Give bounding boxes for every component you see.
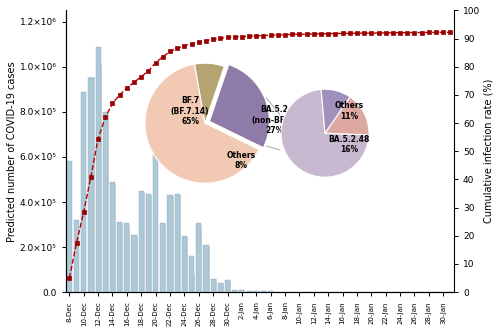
Bar [102, 114, 108, 292]
Bar [174, 195, 180, 292]
Bar [218, 283, 223, 292]
Wedge shape [321, 89, 350, 133]
Bar [182, 237, 187, 292]
Y-axis label: Predicted number of COVID-19 cases: Predicted number of COVID-19 cases [7, 61, 17, 242]
Bar [88, 78, 94, 292]
Text: BF.7
(BF.7.14)
65%: BF.7 (BF.7.14) 65% [171, 96, 209, 126]
Bar [132, 236, 136, 292]
Bar [240, 290, 244, 292]
Bar [232, 290, 237, 292]
Bar [196, 224, 202, 292]
Bar [261, 291, 266, 292]
Bar [225, 281, 230, 292]
Bar [81, 92, 86, 292]
Bar [225, 280, 230, 292]
Bar [204, 246, 208, 292]
Bar [102, 112, 108, 292]
Bar [261, 291, 266, 292]
Bar [210, 279, 216, 292]
Bar [182, 236, 187, 292]
Bar [117, 222, 122, 292]
Bar [204, 245, 208, 292]
Bar [138, 192, 144, 292]
Bar [232, 290, 237, 292]
Bar [268, 291, 273, 292]
Bar [67, 162, 72, 292]
Bar [124, 224, 130, 292]
Bar [88, 77, 94, 292]
Bar [96, 47, 100, 292]
Bar [246, 291, 252, 292]
Text: BA.5.2.48
16%: BA.5.2.48 16% [328, 135, 370, 154]
Bar [96, 65, 100, 292]
Bar [110, 185, 115, 292]
Bar [254, 291, 259, 292]
Bar [254, 291, 259, 292]
Bar [110, 182, 115, 292]
Bar [160, 224, 166, 292]
Bar [210, 279, 216, 292]
Bar [218, 283, 223, 292]
Bar [174, 194, 180, 292]
Wedge shape [210, 65, 270, 148]
Text: Others
8%: Others 8% [226, 151, 256, 170]
Bar [168, 195, 172, 292]
Bar [153, 155, 158, 292]
Bar [189, 256, 194, 292]
Bar [124, 223, 130, 292]
Y-axis label: Cumulative infection rate (%): Cumulative infection rate (%) [483, 79, 493, 223]
Wedge shape [325, 97, 369, 135]
Bar [160, 223, 166, 292]
Bar [146, 195, 151, 292]
Bar [240, 290, 244, 292]
Wedge shape [194, 63, 224, 123]
Wedge shape [281, 89, 369, 177]
Bar [196, 223, 202, 292]
Bar [74, 220, 79, 292]
Bar [117, 223, 122, 292]
Bar [246, 291, 252, 292]
Bar [189, 274, 194, 292]
Text: BA.5.2
(non-BF.7)
27%: BA.5.2 (non-BF.7) 27% [252, 105, 296, 135]
Bar [146, 194, 151, 292]
Bar [168, 196, 172, 292]
Wedge shape [145, 64, 259, 183]
Bar [132, 235, 136, 292]
Bar [268, 291, 273, 292]
Bar [138, 191, 144, 292]
Text: Others
11%: Others 11% [334, 102, 364, 121]
